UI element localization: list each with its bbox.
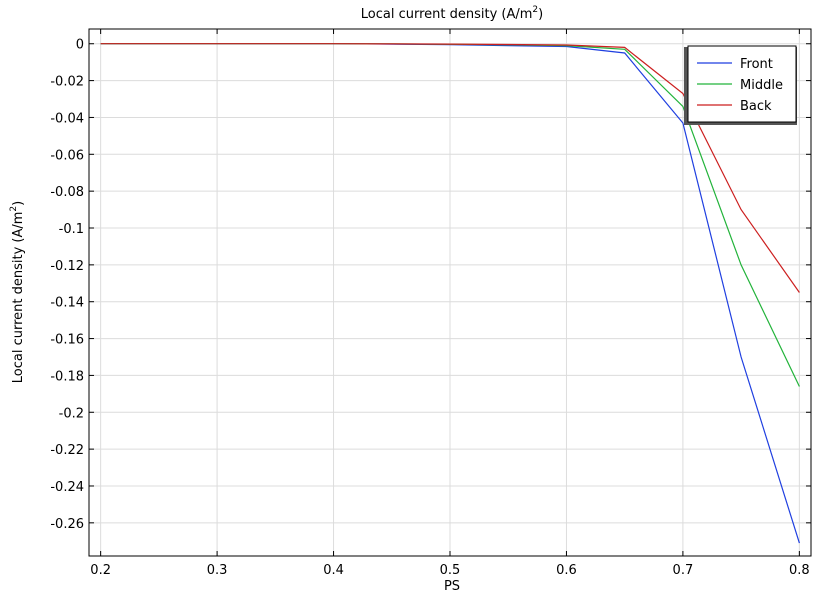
grid bbox=[89, 29, 811, 556]
x-tick-label: 0.6 bbox=[556, 563, 577, 578]
y-tick-label: -0.26 bbox=[50, 517, 84, 532]
y-tick-label: 0 bbox=[76, 38, 84, 53]
x-tick-label: 0.3 bbox=[207, 563, 228, 578]
y-tick-label: -0.18 bbox=[50, 369, 84, 384]
chart-title: Local current density (A/m2) bbox=[361, 5, 543, 22]
x-tick-label: 0.2 bbox=[90, 563, 111, 578]
tick-labels: 0.2 0.3 0.4 0.5 0.6 0.7 0.8 0 -0.02 -0.04 -0.06 -0.… bbox=[50, 38, 809, 578]
y-tick-label: -0.12 bbox=[50, 259, 84, 274]
y-tick-label: -0.2 bbox=[59, 406, 84, 421]
x-axis-title: PS bbox=[444, 579, 460, 594]
series-lines bbox=[100, 43, 800, 544]
y-tick-label: -0.14 bbox=[50, 296, 84, 311]
y-tick-label: -0.16 bbox=[50, 333, 84, 348]
y-tick-label: -0.24 bbox=[50, 480, 84, 495]
x-tick-label: 0.8 bbox=[789, 563, 810, 578]
ticks bbox=[89, 29, 811, 556]
legend-label: Front bbox=[740, 57, 773, 72]
legend: Front Middle Back bbox=[684, 45, 797, 125]
x-tick-label: 0.4 bbox=[323, 563, 344, 578]
y-tick-label: -0.22 bbox=[50, 443, 84, 458]
y-tick-label: -0.06 bbox=[50, 148, 84, 163]
y-tick-label: -0.02 bbox=[50, 75, 84, 90]
legend-label: Middle bbox=[740, 78, 783, 93]
y-tick-label: -0.1 bbox=[59, 222, 84, 237]
y-tick-label: -0.08 bbox=[50, 185, 84, 200]
legend-label: Back bbox=[740, 99, 772, 114]
series-line-back bbox=[100, 43, 800, 293]
y-axis-title: Local current density (A/m2) bbox=[9, 201, 26, 383]
x-tick-label: 0.7 bbox=[673, 563, 694, 578]
x-tick-label: 0.5 bbox=[440, 563, 461, 578]
y-tick-label: -0.04 bbox=[50, 111, 84, 126]
